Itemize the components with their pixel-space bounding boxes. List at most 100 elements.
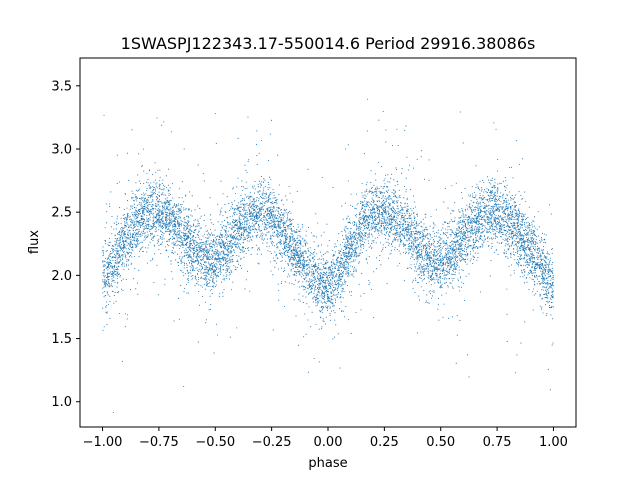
scatter-point	[197, 223, 199, 225]
scatter-point	[431, 236, 433, 239]
scatter-point	[134, 194, 136, 196]
scatter-point	[158, 226, 160, 228]
scatter-point	[296, 266, 298, 268]
scatter-point	[266, 222, 268, 224]
scatter-point	[470, 207, 472, 209]
scatter-point	[411, 210, 413, 212]
scatter-point	[171, 238, 174, 240]
scatter-point	[547, 265, 549, 267]
scatter-point	[106, 291, 108, 293]
scatter-point	[247, 249, 249, 251]
scatter-point	[192, 223, 194, 225]
scatter-point	[330, 282, 332, 284]
scatter-point	[102, 275, 104, 277]
scatter-point	[318, 267, 320, 269]
scatter-point	[115, 270, 117, 273]
scatter-point	[161, 206, 163, 208]
scatter-point	[475, 222, 477, 225]
scatter-point	[181, 221, 183, 223]
scatter-point	[165, 209, 167, 211]
scatter-point	[225, 265, 227, 267]
scatter-point	[106, 312, 108, 314]
scatter-point	[377, 196, 379, 198]
scatter-point	[297, 268, 299, 270]
scatter-point	[542, 246, 545, 248]
scatter-point	[102, 279, 104, 281]
scatter-point	[219, 268, 221, 270]
scatter-point	[449, 245, 451, 247]
scatter-point	[132, 220, 134, 222]
scatter-point	[422, 245, 425, 248]
scatter-point	[520, 248, 522, 250]
scatter-point	[388, 219, 390, 221]
scatter-point	[543, 272, 545, 274]
scatter-point	[431, 295, 433, 297]
scatter-point	[150, 238, 153, 240]
scatter-point	[524, 232, 526, 234]
scatter-point	[124, 237, 126, 239]
scatter-point	[500, 242, 502, 245]
scatter-point	[104, 281, 106, 283]
scatter-point	[165, 228, 167, 230]
scatter-point	[362, 220, 364, 222]
scatter-point	[115, 239, 118, 241]
scatter-point	[279, 234, 281, 236]
scatter-point	[178, 188, 180, 190]
scatter-point	[488, 179, 490, 181]
scatter-point	[505, 179, 507, 182]
scatter-point	[475, 230, 477, 233]
scatter-point	[280, 254, 282, 256]
scatter-point	[516, 263, 518, 265]
scatter-point	[193, 240, 195, 242]
scatter-point	[242, 250, 244, 252]
scatter-point	[544, 269, 546, 271]
scatter-point	[340, 266, 342, 268]
scatter-point	[133, 213, 135, 215]
scatter-point	[229, 259, 231, 261]
scatter-point	[513, 223, 516, 225]
scatter-point	[480, 232, 482, 234]
scatter-point	[258, 263, 260, 265]
scatter-point	[159, 180, 161, 182]
scatter-point	[412, 253, 414, 256]
scatter-point	[454, 244, 456, 246]
scatter-point	[328, 268, 330, 270]
scatter-point	[246, 228, 248, 230]
scatter-point	[292, 267, 294, 269]
scatter-point	[489, 197, 492, 199]
scatter-point	[252, 213, 254, 215]
scatter-point	[137, 190, 139, 192]
scatter-point	[483, 191, 485, 193]
scatter-point	[539, 267, 541, 270]
scatter-point	[189, 244, 191, 246]
scatter-point	[502, 206, 504, 209]
scatter-point	[178, 227, 180, 230]
scatter-point	[517, 226, 519, 228]
scatter-point	[138, 210, 140, 213]
scatter-point	[199, 255, 201, 257]
scatter-point	[156, 209, 158, 211]
scatter-point	[289, 192, 291, 194]
scatter-point	[461, 221, 463, 223]
scatter-point	[187, 254, 189, 256]
scatter-point	[474, 206, 476, 209]
scatter-point	[372, 192, 374, 194]
scatter-point	[420, 255, 422, 257]
scatter-point	[348, 250, 350, 252]
scatter-point	[439, 233, 441, 236]
scatter-point	[290, 257, 292, 259]
scatter-point	[421, 150, 423, 152]
scatter-point	[257, 262, 259, 264]
scatter-point	[152, 239, 154, 241]
scatter-point	[360, 208, 362, 210]
scatter-point	[494, 191, 496, 193]
scatter-point	[342, 297, 344, 299]
scatter-point	[172, 278, 174, 280]
scatter-point	[430, 251, 432, 253]
scatter-point	[412, 279, 414, 281]
scatter-point	[508, 220, 510, 222]
scatter-point	[283, 243, 285, 245]
scatter-point	[157, 198, 159, 200]
scatter-point	[286, 220, 288, 222]
scatter-point	[159, 235, 161, 238]
